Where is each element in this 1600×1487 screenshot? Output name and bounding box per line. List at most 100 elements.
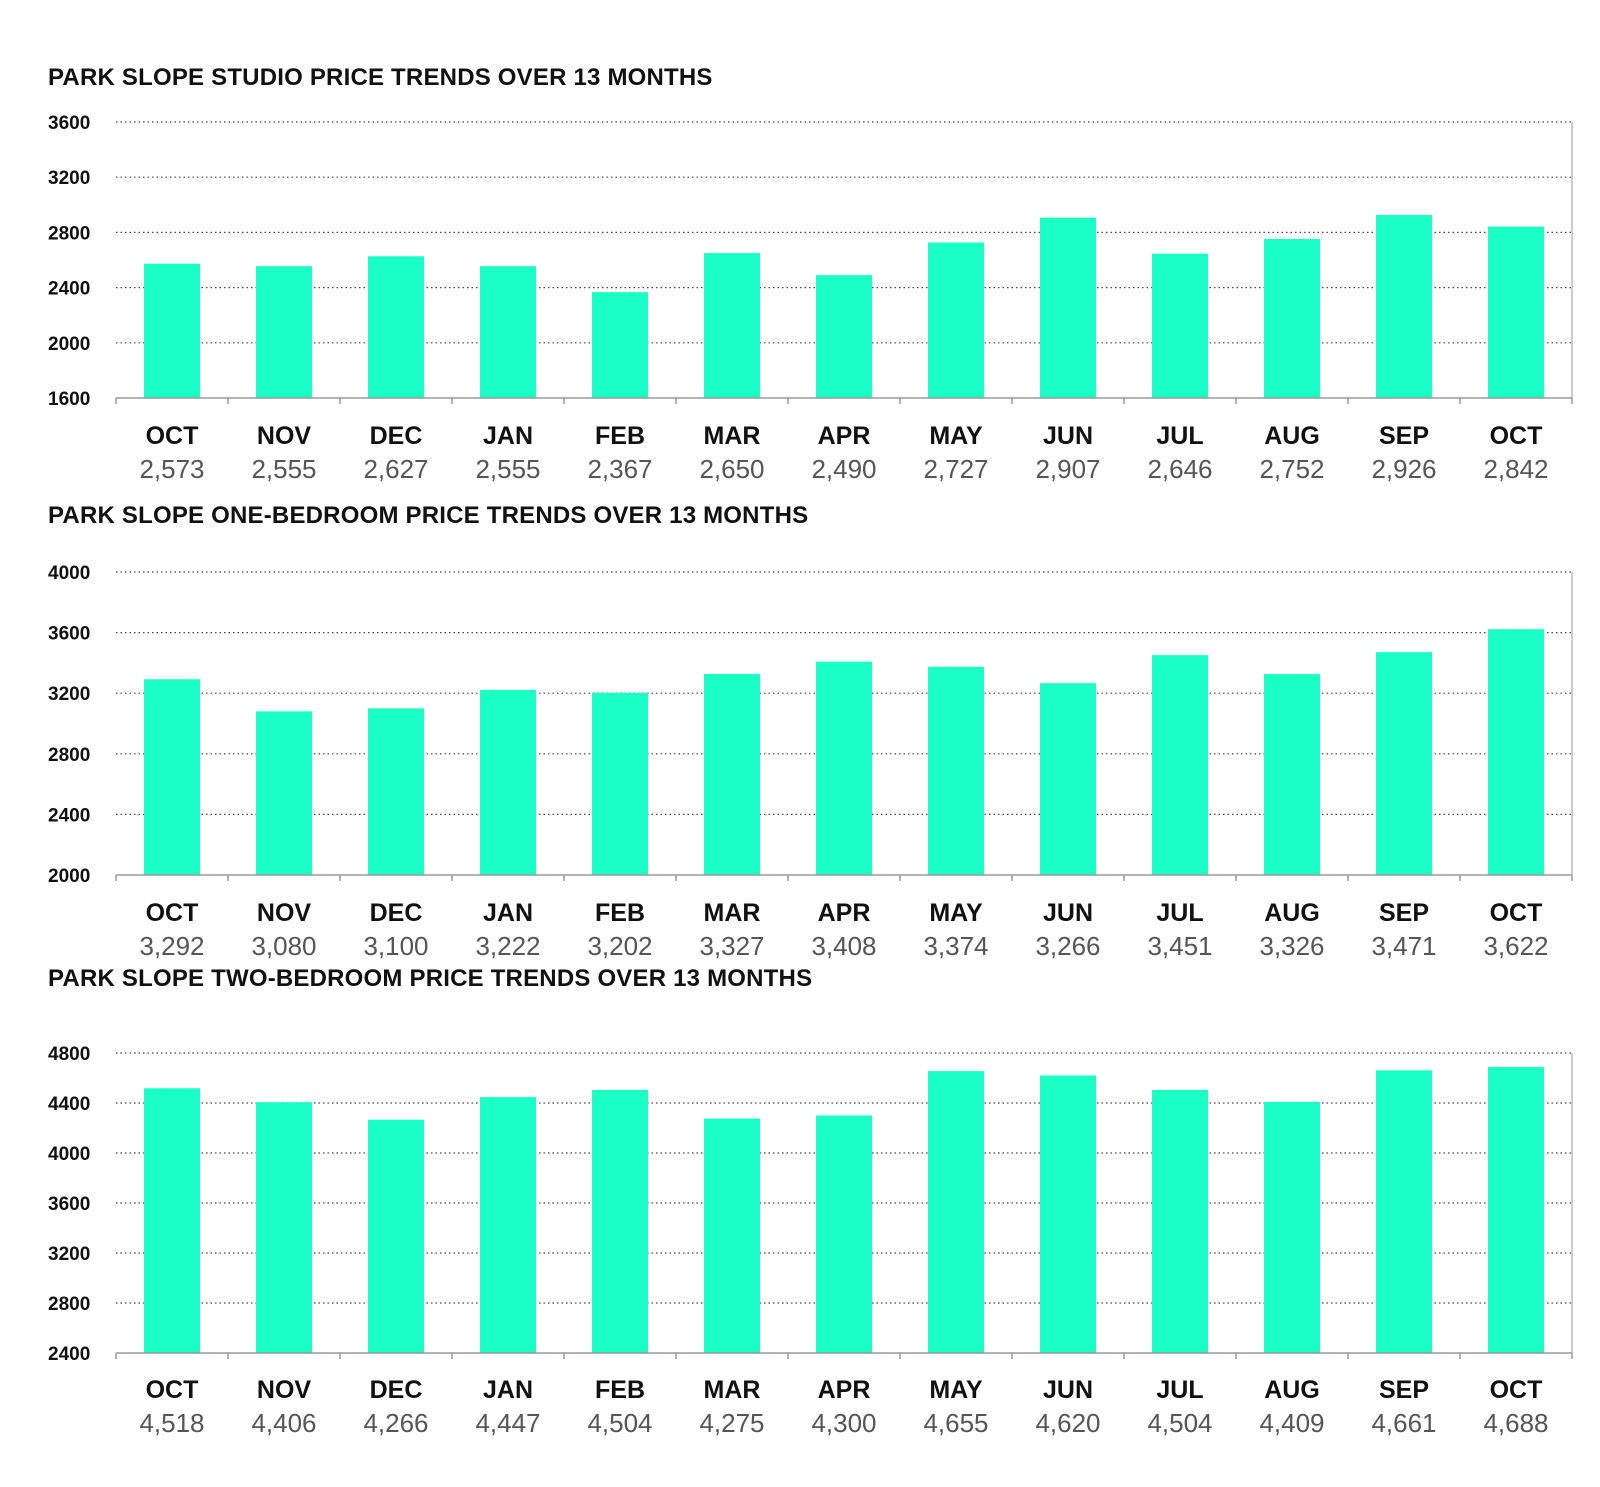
category-label: MAR (704, 899, 761, 927)
category-label: MAY (929, 899, 983, 927)
category-label: JUL (1156, 422, 1203, 450)
studio-price-chart: 1600 2000 2400 2800 3200 3600 OCT 2,573 NOV 2,555… (48, 113, 1573, 484)
bar (816, 661, 872, 875)
category-label: JUN (1043, 422, 1093, 450)
category-label: FEB (595, 422, 645, 450)
value-label: 3,202 (587, 931, 652, 961)
value-label: 3,471 (1371, 931, 1436, 961)
value-label: 4,275 (699, 1408, 764, 1438)
category-label: NOV (257, 1376, 312, 1404)
y-tick-label: 2400 (48, 279, 90, 300)
category-label: AUG (1264, 1376, 1320, 1404)
y-tick-label: 2000 (48, 866, 90, 887)
value-label: 3,451 (1147, 931, 1212, 961)
y-tick-label: 2800 (48, 1294, 90, 1315)
bar (1152, 655, 1208, 875)
bar (368, 256, 424, 398)
y-tick-label: 3600 (48, 624, 90, 645)
bar (368, 1119, 424, 1353)
value-label: 2,573 (139, 454, 204, 484)
bar (144, 1088, 200, 1353)
value-label: 4,688 (1483, 1408, 1548, 1438)
bar (144, 263, 200, 398)
value-label: 4,266 (363, 1408, 428, 1438)
value-label: 2,907 (1035, 454, 1100, 484)
value-label: 4,661 (1371, 1408, 1436, 1438)
bar (928, 242, 984, 398)
bar (1040, 683, 1096, 875)
bar (256, 266, 312, 398)
y-tick-label: 3200 (48, 168, 90, 189)
category-label: JUL (1156, 1376, 1203, 1404)
bar (928, 1071, 984, 1353)
bar (704, 673, 760, 875)
category-label: JUN (1043, 1376, 1093, 1404)
one-bedroom-price-chart: 2000 2400 2800 3200 3600 4000 OCT 3,292 NOV 3,080… (48, 563, 1573, 961)
bar (704, 1118, 760, 1353)
value-label: 2,752 (1259, 454, 1324, 484)
value-label: 3,374 (923, 931, 988, 961)
y-tick-label: 2400 (48, 805, 90, 826)
bar (1152, 253, 1208, 398)
value-label: 4,409 (1259, 1408, 1324, 1438)
y-tick-label: 2000 (48, 334, 90, 355)
bar (816, 1115, 872, 1353)
category-label: OCT (1490, 899, 1543, 927)
bar (480, 266, 536, 398)
bar (1264, 674, 1320, 875)
category-label: APR (818, 899, 871, 927)
category-label: SEP (1379, 899, 1429, 927)
bar (256, 1102, 312, 1353)
y-tick-label: 2800 (48, 745, 90, 766)
y-tick-label: 3200 (48, 1244, 90, 1265)
bar (1376, 1070, 1432, 1353)
bar (1264, 1101, 1320, 1353)
category-label: OCT (1490, 422, 1543, 450)
bar (1264, 239, 1320, 398)
category-label: MAY (929, 422, 983, 450)
bar (592, 1090, 648, 1353)
category-label: FEB (595, 1376, 645, 1404)
category-label: APR (818, 1376, 871, 1404)
category-label: JAN (483, 899, 533, 927)
y-tick-label: 3200 (48, 684, 90, 705)
value-label: 4,504 (1147, 1408, 1212, 1438)
value-label: 3,326 (1259, 931, 1324, 961)
value-label: 2,842 (1483, 454, 1548, 484)
y-tick-label: 4000 (48, 1144, 90, 1165)
category-label: MAR (704, 1376, 761, 1404)
category-label: NOV (257, 899, 312, 927)
value-label: 3,100 (363, 931, 428, 961)
bar (1488, 1067, 1544, 1353)
value-label: 3,622 (1483, 931, 1548, 961)
category-label: DEC (370, 899, 423, 927)
category-label: OCT (1490, 1376, 1543, 1404)
value-label: 3,080 (251, 931, 316, 961)
studio-chart-title: PARK SLOPE STUDIO PRICE TRENDS OVER 13 M… (48, 64, 713, 91)
value-label: 3,266 (1035, 931, 1100, 961)
bar (1040, 217, 1096, 398)
two-bedroom-chart-title: PARK SLOPE TWO-BEDROOM PRICE TRENDS OVER… (48, 965, 813, 992)
category-label: AUG (1264, 422, 1320, 450)
bar (592, 692, 648, 875)
bar (144, 679, 200, 875)
y-tick-label: 2800 (48, 223, 90, 244)
one-bedroom-chart-title: PARK SLOPE ONE-BEDROOM PRICE TRENDS OVER… (48, 502, 809, 529)
bar (928, 666, 984, 875)
bar (1376, 215, 1432, 398)
bar (1376, 652, 1432, 875)
category-label: AUG (1264, 899, 1320, 927)
category-label: OCT (146, 1376, 199, 1404)
category-label: DEC (370, 1376, 423, 1404)
category-label: JAN (483, 422, 533, 450)
bar (1488, 226, 1544, 398)
value-label: 3,408 (811, 931, 876, 961)
bar (592, 292, 648, 398)
category-label: APR (818, 422, 871, 450)
category-label: JAN (483, 1376, 533, 1404)
y-tick-label: 3600 (48, 1194, 90, 1215)
bar (480, 1097, 536, 1353)
value-label: 4,620 (1035, 1408, 1100, 1438)
category-label: FEB (595, 899, 645, 927)
